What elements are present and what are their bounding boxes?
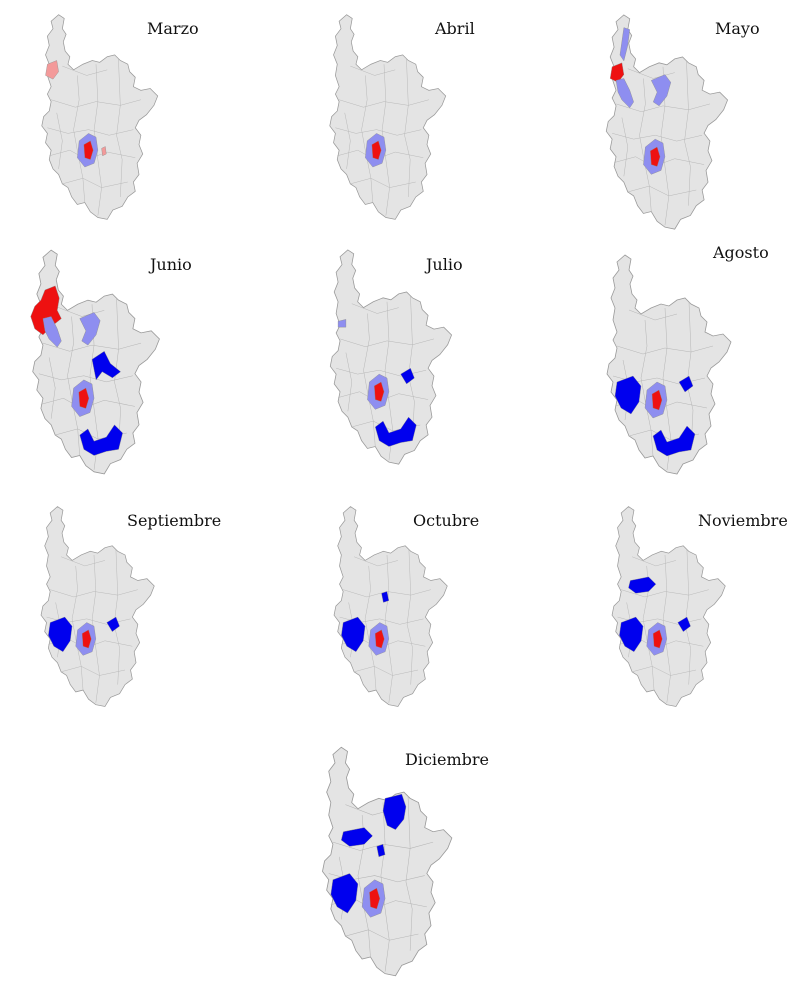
map-panel-0: Marzo xyxy=(10,10,199,225)
highlight-northwest-coast xyxy=(609,62,625,83)
highlight-northwest-coast xyxy=(45,60,59,80)
highlight-center-core xyxy=(374,629,385,649)
region-map xyxy=(606,254,732,475)
panel-title: Abril xyxy=(435,19,475,38)
map-panel-3: Junio xyxy=(8,245,208,480)
highlight-north-central xyxy=(79,312,101,346)
department-outline xyxy=(41,14,159,220)
map-panel-9: Diciembre xyxy=(298,740,498,980)
map-panel-1: Abril xyxy=(300,10,480,225)
map-panel-2: Mayo xyxy=(583,10,783,235)
map-panel-7: Octubre xyxy=(305,500,485,715)
highlight-center-core xyxy=(371,140,382,160)
highlight-north-west-block xyxy=(628,576,657,594)
highlight-east-spot xyxy=(400,367,415,385)
highlight-north-central xyxy=(650,74,672,107)
panel-title: Septiembre xyxy=(127,511,222,530)
map-panel-4: Julio xyxy=(305,245,485,470)
map-panel-6: Septiembre xyxy=(10,500,222,715)
panel-title: Diciembre xyxy=(405,750,490,769)
department-outline xyxy=(329,14,447,220)
department-outline xyxy=(606,254,732,475)
highlight-north-spot xyxy=(376,843,386,858)
panel-title: Mayo xyxy=(715,19,760,38)
highlight-west-central xyxy=(614,375,642,415)
map-panel-5: Agosto xyxy=(583,240,783,480)
region-map xyxy=(333,506,448,707)
highlight-center-core xyxy=(83,140,94,160)
highlight-west-central xyxy=(48,616,73,652)
highlight-north-spot xyxy=(381,591,390,603)
highlight-south-east xyxy=(79,424,123,456)
highlight-center-core xyxy=(369,887,381,910)
highlight-center-core xyxy=(650,146,661,167)
panel-title: Octubre xyxy=(413,511,480,530)
region-map xyxy=(605,14,729,230)
department-outline xyxy=(329,249,453,465)
panel-title: Julio xyxy=(426,255,463,274)
highlight-east-spot xyxy=(678,375,694,393)
highlight-west-central xyxy=(341,616,366,652)
highlight-northwest-band xyxy=(42,316,62,348)
highlight-north-east-block xyxy=(382,793,407,830)
region-map xyxy=(329,249,453,465)
highlight-west-central xyxy=(619,616,644,652)
highlight-center-east-spot xyxy=(101,146,107,157)
highlight-east-spot xyxy=(106,616,120,632)
panel-title: Junio xyxy=(150,255,192,274)
highlight-northwest-small xyxy=(337,319,347,328)
region-map xyxy=(611,506,726,707)
highlight-center-core xyxy=(81,629,92,649)
department-outline xyxy=(322,746,453,977)
highlight-northwest-band xyxy=(615,78,634,109)
department-outline xyxy=(40,506,155,707)
region-map xyxy=(322,746,453,977)
department-outline xyxy=(333,506,448,707)
region-map xyxy=(40,506,155,707)
region-map xyxy=(329,14,447,220)
highlight-south-east xyxy=(375,416,417,447)
panel-title: Marzo xyxy=(147,19,199,38)
map-panel-8: Noviembre xyxy=(583,500,788,715)
highlight-center-core xyxy=(374,381,385,402)
panel-title: Noviembre xyxy=(698,511,788,530)
region-map xyxy=(41,14,159,220)
highlight-south-east xyxy=(652,425,696,457)
highlight-west-central xyxy=(330,873,359,914)
highlight-center-core xyxy=(78,387,90,409)
highlight-north-west-block xyxy=(341,827,373,847)
department-outline xyxy=(611,506,726,707)
highlight-center-core xyxy=(652,629,663,649)
department-outline xyxy=(605,14,729,230)
highlight-center-core xyxy=(651,389,663,411)
highlight-east-central xyxy=(91,350,121,381)
highlight-north-strip xyxy=(619,27,630,62)
region-map xyxy=(30,249,160,475)
panel-title: Agosto xyxy=(713,243,769,262)
highlight-east-spot xyxy=(677,616,691,632)
